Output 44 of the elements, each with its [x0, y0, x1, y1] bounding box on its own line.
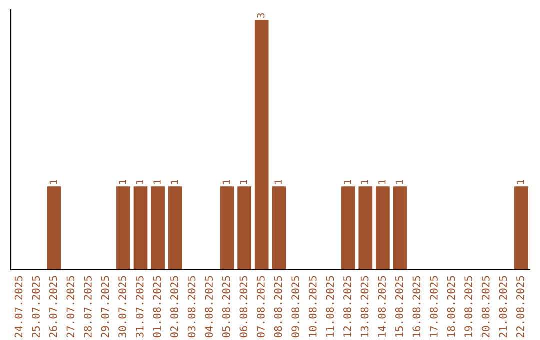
x-tick-label: 01.08.2025	[153, 276, 162, 338]
data-label: 1	[136, 180, 144, 184]
x-tick-label: 20.08.2025	[482, 276, 490, 338]
x-tick-label: 31.07.2025	[136, 276, 144, 338]
x-tick-label: 26.07.2025	[49, 276, 58, 338]
data-label: 1	[344, 180, 352, 184]
x-tick-label: 12.08.2025	[344, 276, 352, 338]
x-tick-label: 28.07.2025	[84, 276, 92, 338]
x-tick-label: 08.08.2025	[274, 276, 282, 338]
x-tick-label: 03.08.2025	[188, 276, 196, 338]
data-label: 1	[170, 180, 178, 184]
x-tick-label: 17.08.2025	[430, 276, 438, 338]
data-label: 1	[378, 180, 386, 184]
data-label: 1	[154, 180, 161, 184]
x-tick-label: 14.08.2025	[378, 276, 386, 338]
x-tick-label: 05.08.2025	[222, 276, 230, 338]
x-tick-label: 29.07.2025	[101, 276, 110, 338]
data-label: 1	[240, 180, 248, 184]
x-tick-label: 25.07.2025	[32, 276, 40, 338]
x-tick-label: 19.08.2025	[464, 276, 472, 338]
x-tick-label: 10.08.2025	[308, 276, 317, 338]
data-label: 1	[274, 180, 282, 184]
x-tick-label: 06.08.2025	[240, 276, 248, 338]
x-tick-label: 13.08.2025	[360, 276, 369, 338]
data-label: 1	[516, 180, 524, 184]
data-label: 1	[50, 180, 57, 184]
data-label: 3	[257, 13, 265, 18]
x-tick-label: 11.08.2025	[326, 276, 334, 338]
x-tick-label: 07.08.2025	[257, 276, 265, 338]
x-tick-label: 27.07.2025	[66, 276, 75, 338]
data-label: 1	[119, 180, 126, 184]
x-tick-label: 22.08.2025	[516, 276, 524, 338]
x-tick-label: 18.08.2025	[447, 276, 456, 338]
x-tick-label: 30.07.2025	[118, 276, 126, 338]
x-tick-label: 09.08.2025	[292, 276, 300, 338]
x-tick-label: 15.08.2025	[395, 276, 404, 338]
x-tick-label: 24.07.2025	[14, 276, 23, 338]
x-tick-label: 04.08.2025	[205, 276, 213, 338]
x-tick-label: 21.08.2025	[499, 276, 508, 338]
data-label: 1	[396, 180, 403, 184]
x-tick-label: 16.08.2025	[412, 276, 421, 338]
data-label: 1	[222, 180, 230, 184]
x-tick-label: 02.08.2025	[170, 276, 178, 338]
data-label: 1	[361, 180, 368, 184]
